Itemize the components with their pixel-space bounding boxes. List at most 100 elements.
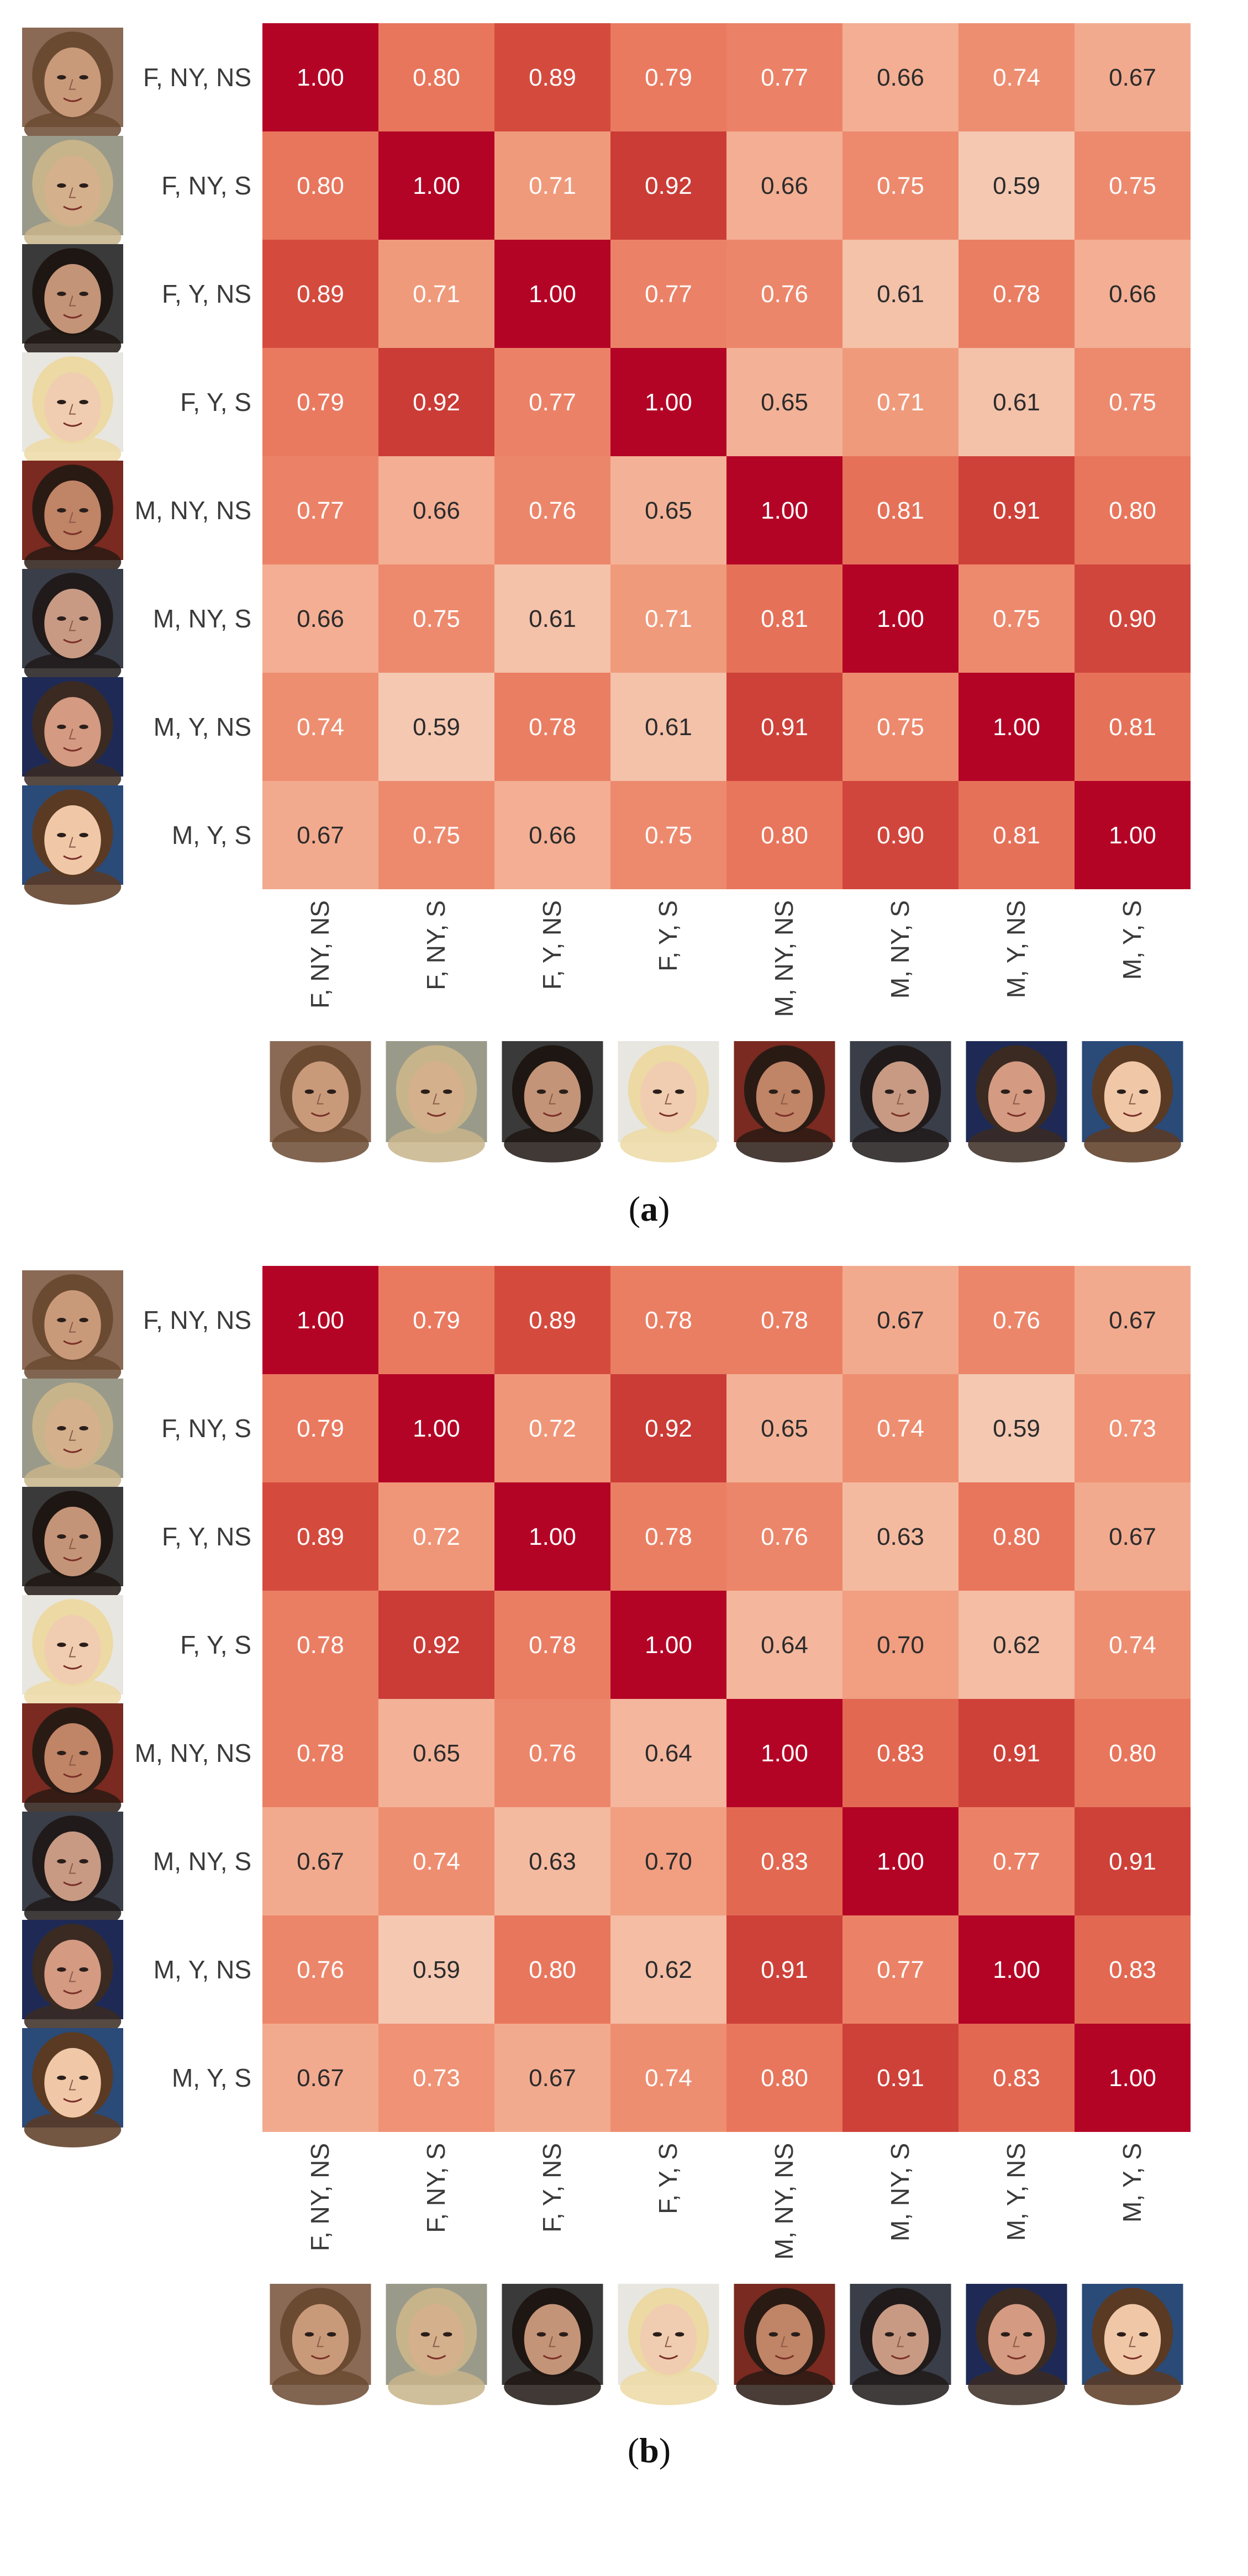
heatmap-b-value-r3-c6: 0.62: [993, 1632, 1040, 1659]
heatmap-a-value-r2-c7: 0.66: [1109, 281, 1156, 308]
row-face-b-4: [22, 1703, 123, 1823]
heatmap-b-value-r7-c1: 0.73: [413, 2065, 460, 2092]
col-face-a-4: [734, 1041, 835, 1163]
heatmap-a-cell-r0-c2: [494, 23, 610, 131]
heatmap-a-value-r2-c6: 0.78: [993, 281, 1040, 308]
heatmap-b-value-r1-c3: 0.92: [645, 1415, 692, 1442]
heatmap-a-value-r7-c3: 0.75: [645, 822, 692, 849]
heatmap-b-value-r7-c0: 0.67: [297, 2065, 344, 2092]
heatmap-a-value-r4-c7: 0.80: [1109, 497, 1156, 524]
col-face-a-3: [618, 1041, 719, 1163]
heatmap-a-value-r5-c1: 0.75: [413, 605, 460, 632]
row-face-b-0: [22, 1270, 123, 1390]
heatmap-b-cell-r1-c2: [494, 1374, 610, 1482]
heatmap-a-value-r1-c5: 0.75: [877, 172, 924, 199]
col-face-b-1: [386, 2284, 487, 2405]
heatmap-a-cell-r6-c6: [959, 673, 1075, 781]
heatmap-a-cell-r3-c4: [726, 348, 842, 456]
heatmap-b-cell-r6-c6: [959, 1915, 1075, 2024]
row-label-a-2: F, Y, NS: [162, 279, 251, 308]
heatmap-b-value-r6-c2: 0.80: [529, 1956, 576, 1983]
heatmap-b-cell-r1-c5: [842, 1374, 959, 1482]
row-label-a-0: F, NY, NS: [143, 63, 251, 92]
heatmap-b-cell-r7-c5: [842, 2024, 959, 2132]
heatmap-b-cell-r3-c7: [1075, 1591, 1191, 1699]
heatmap-b-value-r4-c1: 0.65: [413, 1740, 460, 1767]
heatmap-a-cell-r6-c1: [378, 673, 494, 781]
heatmap-a-value-r4-c5: 0.81: [877, 497, 924, 524]
heatmap-a-value-r7-c1: 0.75: [413, 822, 460, 849]
heatmap-b-value-r7-c3: 0.74: [645, 2065, 692, 2092]
col-face-a-6: [966, 1041, 1067, 1163]
heatmap-a-cell-r1-c3: [610, 131, 726, 240]
heatmap-a-value-r7-c2: 0.66: [529, 822, 576, 849]
heatmap-a-value-r6-c4: 0.91: [761, 714, 808, 741]
heatmap-a-cell-r2-c3: [610, 240, 726, 348]
heatmap-b-cell-r7-c7: [1075, 2024, 1191, 2132]
heatmap-b-value-r5-c1: 0.74: [413, 1848, 460, 1875]
heatmap-a-value-r6-c6: 1.00: [993, 714, 1040, 741]
heatmap-b-value-r3-c4: 0.64: [761, 1632, 808, 1659]
row-face-b-6: [22, 1920, 123, 2040]
heatmap-a-cell-r7-c6: [959, 781, 1075, 889]
heatmap-a-cell-r1-c5: [842, 131, 959, 240]
heatmap-b-cell-r4-c3: [610, 1699, 726, 1807]
heatmap-a-cell-r4-c6: [959, 456, 1075, 564]
heatmap-a-value-r6-c0: 0.74: [297, 714, 344, 741]
heatmap-b-cell-r0-c7: [1075, 1266, 1191, 1374]
heatmap-a-value-r6-c3: 0.61: [645, 714, 692, 741]
heatmap-a-value-r0-c1: 0.80: [413, 64, 460, 91]
row-label-a-5: M, NY, S: [153, 604, 251, 633]
heatmap-a-value-r4-c0: 0.77: [297, 497, 344, 524]
heatmap-a-value-r6-c1: 0.59: [413, 714, 460, 741]
col-label-b-7: M, Y, S: [1118, 2143, 1146, 2223]
col-face-b-4: [734, 2284, 835, 2405]
heatmap-b-cell-r4-c5: [842, 1699, 959, 1807]
col-face-b-3: [618, 2284, 719, 2405]
heatmap-b-value-r0-c4: 0.78: [761, 1307, 808, 1334]
col-label-b-6: M, Y, NS: [1002, 2143, 1030, 2241]
col-label-b-3: F, Y, S: [654, 2143, 682, 2214]
col-face-b-7: [1082, 2284, 1183, 2405]
heatmap-a-value-r4-c4: 1.00: [761, 497, 808, 524]
heatmap-a-cell-r0-c6: [959, 23, 1075, 131]
heatmap-b-value-r2-c3: 0.78: [645, 1523, 692, 1550]
heatmap-b-value-r2-c1: 0.72: [413, 1523, 460, 1550]
col-label-b-2: F, Y, NS: [538, 2143, 566, 2232]
col-face-b-6: [966, 2284, 1067, 2405]
heatmap-a-value-r2-c0: 0.89: [297, 281, 344, 308]
heatmap-b-value-r0-c6: 0.76: [993, 1307, 1040, 1334]
heatmap-a-cell-r4-c1: [378, 456, 494, 564]
row-face-b-3: [22, 1595, 123, 1715]
heatmap-b-value-r3-c5: 0.70: [877, 1632, 924, 1659]
heatmap-b-cell-r4-c1: [378, 1699, 494, 1807]
heatmap-a-cell-r5-c3: [610, 564, 726, 673]
heatmap-a-value-r2-c3: 0.77: [645, 281, 692, 308]
heatmap-a-value-r1-c0: 0.80: [297, 172, 344, 199]
heatmap-a-value-r7-c4: 0.80: [761, 822, 808, 849]
heatmap-b-cell-r3-c0: [262, 1591, 378, 1699]
heatmap-a-value-r3-c4: 0.65: [761, 389, 808, 416]
heatmap-a-value-r7-c7: 1.00: [1109, 822, 1156, 849]
row-face-a-1: [22, 136, 123, 255]
heatmap-b-cell-r1-c0: [262, 1374, 378, 1482]
heatmap-a-value-r2-c4: 0.76: [761, 281, 808, 308]
heatmap-a-cell-r2-c2: [494, 240, 610, 348]
heatmap-b-value-r4-c2: 0.76: [529, 1740, 576, 1767]
heatmap-b-value-r7-c2: 0.67: [529, 2065, 576, 2092]
row-face-b-2: [22, 1487, 123, 1607]
heatmap-a-cell-r5-c4: [726, 564, 842, 673]
row-label-b-5: M, NY, S: [153, 1847, 251, 1876]
heatmap-b-cell-r7-c4: [726, 2024, 842, 2132]
heatmap-b-cell-r3-c5: [842, 1591, 959, 1699]
heatmap-panel-b: 1.00 0.79 0.89 0.78 0.78 0.67 0.76 0.67 0.79 1.00…: [22, 1266, 1191, 2470]
heatmap-b-cell-r1-c3: [610, 1374, 726, 1482]
heatmap-a-value-r2-c2: 1.00: [529, 281, 576, 308]
heatmap-a-value-r3-c5: 0.71: [877, 389, 924, 416]
heatmap-a-value-r2-c1: 0.71: [413, 281, 460, 308]
heatmap-a-value-r1-c3: 0.92: [645, 172, 692, 199]
heatmap-b-value-r4-c5: 0.83: [877, 1740, 924, 1767]
heatmap-a-value-r0-c3: 0.79: [645, 64, 692, 91]
heatmap-b-cell-r1-c6: [959, 1374, 1075, 1482]
heatmap-b-cell-r7-c3: [610, 2024, 726, 2132]
